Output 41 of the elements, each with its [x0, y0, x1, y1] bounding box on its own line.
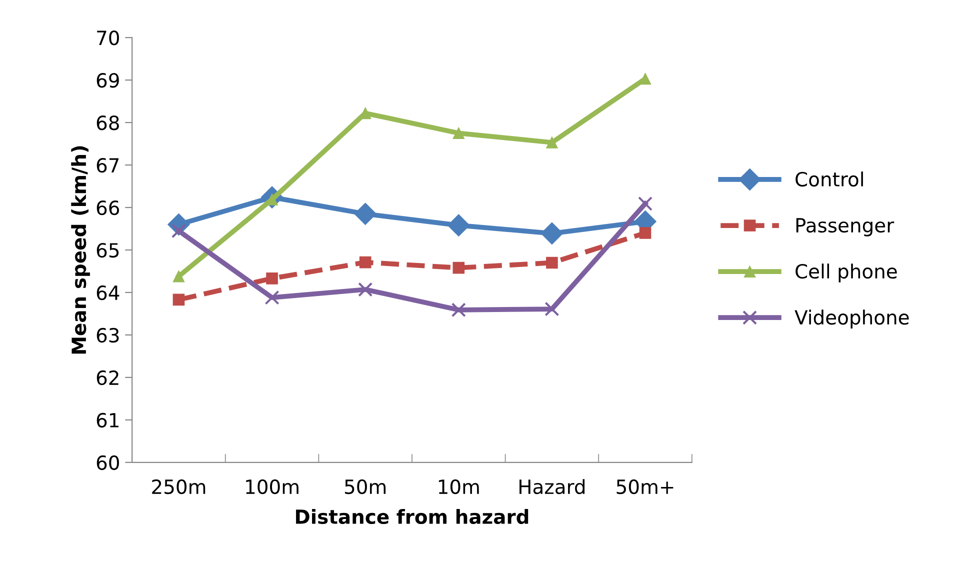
y-tick-label: 61 [96, 412, 118, 428]
y-axis-title: Mean speed (km/h) [71, 146, 90, 354]
point [266, 272, 278, 284]
y-tick-label: 63 [96, 328, 119, 343]
y-tick-label: 69 [96, 73, 119, 88]
point [638, 196, 653, 211]
point [447, 214, 470, 236]
point [172, 270, 185, 282]
legend-label: Cell phone [796, 264, 897, 282]
point [546, 256, 558, 269]
y-tick-label: 65 [96, 242, 119, 258]
legend-label: Videophone [794, 310, 909, 328]
x-tick-label: 250m [152, 479, 206, 494]
x-tick-label: 50m+ [616, 479, 674, 494]
x-tick-label: Hazard [520, 479, 585, 494]
y-tick-label: 66 [96, 200, 120, 216]
y-tick-label: 70 [97, 30, 119, 46]
y-tick-label: 62 [96, 370, 118, 386]
y-tick-label: 64 [96, 285, 120, 300]
point [452, 262, 465, 274]
point [264, 290, 280, 305]
y-tick-label: 68 [96, 115, 119, 130]
y-tick-label: 60 [96, 455, 119, 470]
point [639, 72, 652, 85]
x-axis-title: Distance from hazard [296, 508, 528, 524]
point [639, 227, 652, 239]
point [172, 294, 185, 306]
x-tick-label: 50m [344, 479, 386, 494]
x-tick-label: 100m [246, 479, 298, 494]
legend-label: Control [796, 172, 863, 187]
point [544, 302, 560, 316]
y-tick-label: 67 [96, 158, 119, 173]
point [452, 127, 465, 140]
point [359, 256, 372, 268]
legend-label: Passenger [796, 218, 894, 236]
point [358, 282, 373, 297]
point [354, 202, 376, 226]
point [451, 302, 466, 318]
point [546, 136, 558, 148]
point [540, 222, 564, 245]
x-tick-label: 10m [438, 479, 479, 494]
